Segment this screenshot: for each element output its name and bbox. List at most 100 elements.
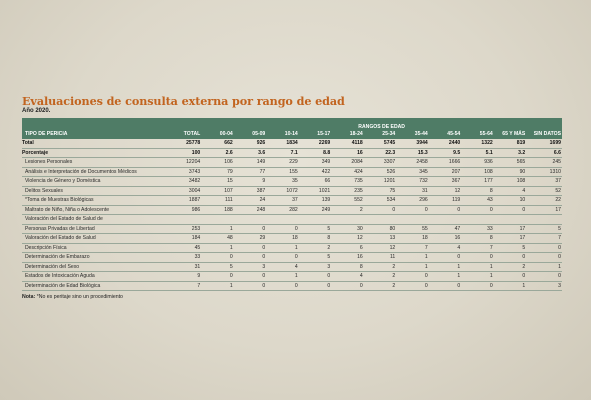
- table-cell: 1310: [526, 167, 562, 177]
- table-cell: 0: [461, 281, 494, 291]
- table-cell: 5: [493, 243, 527, 253]
- table-cell: 0: [396, 271, 429, 282]
- table-cell: 735: [331, 176, 364, 187]
- table-cell: 111: [201, 195, 234, 206]
- table-cell: 4118: [331, 139, 364, 149]
- table-cell: 387: [233, 186, 267, 196]
- table-cell: 155: [266, 167, 299, 177]
- table-cell: 819: [493, 139, 527, 149]
- table-cell: 0: [526, 252, 562, 263]
- table-cell: 1887: [168, 195, 202, 206]
- table-cell: 249: [298, 205, 332, 215]
- table-cell: 7.1: [266, 148, 299, 158]
- table-cell: 0: [298, 271, 332, 282]
- row-label: Valoración del Estado de Salud de: [22, 214, 169, 225]
- table-cell: 0: [396, 205, 429, 215]
- table-cell: 100: [168, 148, 202, 158]
- table-cell: 732: [396, 176, 429, 187]
- table-cell: 0: [266, 252, 299, 263]
- table-cell: 367: [428, 176, 462, 187]
- table-cell: [526, 214, 562, 225]
- table-cell: 77: [233, 167, 267, 177]
- column-header: 45-54: [428, 130, 462, 139]
- table-cell: 0: [526, 271, 562, 282]
- table-cell: 1: [396, 262, 429, 272]
- table-cell: 526: [363, 167, 397, 177]
- table-cell: 18: [396, 233, 429, 244]
- table-cell: 3944: [396, 139, 429, 149]
- row-label: Análisis e Interpretación de Documentos …: [22, 167, 169, 177]
- table-cell: 282: [266, 205, 299, 215]
- table-cell: [461, 214, 494, 225]
- table-cell: 11: [363, 252, 397, 263]
- table-cell: 15.3: [396, 148, 429, 158]
- table-cell: 1: [428, 262, 462, 272]
- table-cell: 106: [201, 157, 234, 168]
- column-header: 15-17: [298, 130, 332, 139]
- table-cell: 90: [493, 167, 527, 177]
- table-cell: [331, 214, 364, 225]
- table-cell: 29: [233, 233, 267, 244]
- table-cell: 3: [526, 281, 562, 291]
- row-label: Maltrato de Niño, Niña o Adolescente: [22, 205, 169, 215]
- table-cell: [493, 214, 527, 225]
- table-cell: 3: [233, 262, 267, 272]
- table-cell: 2: [363, 262, 397, 272]
- table-cell: 662: [201, 139, 234, 149]
- table-cell: 22.3: [363, 148, 397, 158]
- row-label: Valoración del Estado de Salud: [22, 233, 169, 244]
- table-cell: 4: [331, 271, 364, 282]
- page-subtitle: Año 2020.: [22, 108, 51, 114]
- table-cell: 0: [461, 205, 494, 215]
- table-cell: 0: [201, 271, 234, 282]
- table-cell: 245: [526, 157, 562, 168]
- table-cell: 422: [298, 167, 332, 177]
- table-cell: 0: [233, 281, 267, 291]
- table-cell: 66: [298, 176, 332, 187]
- table-cell: 55: [396, 224, 429, 234]
- table-cell: 43: [461, 195, 494, 206]
- table-row: Lesiones Personales 12204 106 149 229 349 2084…: [22, 157, 562, 168]
- table-row: Descripción Física 45 1 0 1 2 6 12 7 4 7 5 0: [22, 243, 562, 253]
- table-cell: [428, 214, 462, 225]
- table-cell: 4: [428, 243, 462, 253]
- table-cell: 0: [526, 243, 562, 253]
- table-cell: 345: [396, 167, 429, 177]
- table-cell: [396, 214, 429, 225]
- table-cell: 5: [298, 224, 332, 234]
- table-cell: 1699: [526, 139, 562, 149]
- table-cell: 7: [526, 233, 562, 244]
- table-row: Valoración del Estado de Salud de: [22, 214, 562, 225]
- table-cell: 2: [363, 271, 397, 282]
- table-cell: 0: [396, 281, 429, 291]
- table-cell: 4: [493, 186, 527, 196]
- table-cell: 47: [428, 224, 462, 234]
- table-row: Personas Privadas de Libertad 253 1 0 0 5 30 80…: [22, 224, 562, 234]
- table-cell: 1: [461, 262, 494, 272]
- table-cell: 2: [493, 262, 527, 272]
- table-cell: 926: [233, 139, 267, 149]
- table-cell: 8: [298, 233, 332, 244]
- report-page: Evaluaciones de consulta externa por ran…: [22, 95, 562, 300]
- table-cell: 6.6: [526, 148, 562, 158]
- table-cell: 1: [201, 224, 234, 234]
- table-cell: 986: [168, 205, 202, 215]
- row-label: Determinación del Sexo: [22, 262, 169, 272]
- table-cell: 1: [493, 281, 527, 291]
- row-label: *Toma de Muestras Biológicas: [22, 195, 169, 206]
- table-cell: 7: [168, 281, 202, 291]
- table-cell: 2: [331, 205, 364, 215]
- table-row: Maltrato de Niño, Niña o Adolescente 986 1…: [22, 205, 562, 215]
- table-cell: 149: [233, 157, 267, 168]
- table-cell: 10: [493, 195, 527, 206]
- table-cell: [233, 214, 267, 225]
- table-cell: 139: [298, 195, 332, 206]
- age-range-group-header: RANGOS DE EDAD: [201, 118, 562, 130]
- table-cell: 9: [168, 271, 202, 282]
- table-cell: 0: [233, 243, 267, 253]
- table-cell: 2: [298, 243, 332, 253]
- table-cell: 184: [168, 233, 202, 244]
- row-label: Delitos Sexuales: [22, 186, 169, 196]
- table-cell: 3743: [168, 167, 202, 177]
- table-cell: 1: [266, 243, 299, 253]
